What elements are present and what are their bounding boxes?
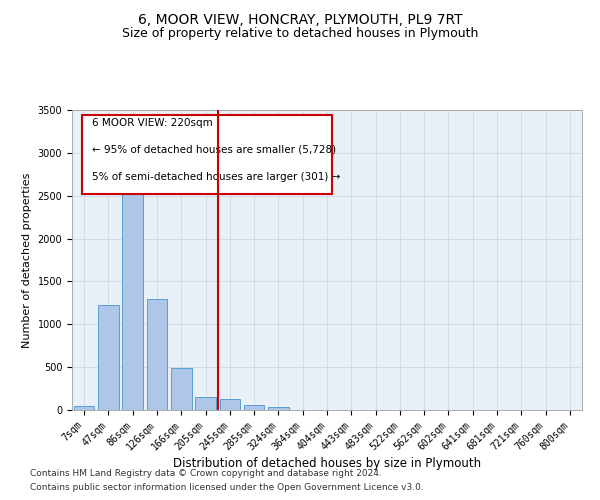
Bar [268, 408, 289, 410]
Bar [171, 368, 191, 410]
X-axis label: Distribution of detached houses by size in Plymouth: Distribution of detached houses by size … [173, 458, 481, 470]
Bar [74, 406, 94, 410]
Text: ← 95% of detached houses are smaller (5,728): ← 95% of detached houses are smaller (5,… [92, 144, 337, 154]
Text: 6 MOOR VIEW: 220sqm: 6 MOOR VIEW: 220sqm [92, 118, 213, 128]
Text: 6, MOOR VIEW, HONCRAY, PLYMOUTH, PL9 7RT: 6, MOOR VIEW, HONCRAY, PLYMOUTH, PL9 7RT [137, 12, 463, 26]
Bar [195, 397, 216, 410]
Bar [244, 405, 265, 410]
Y-axis label: Number of detached properties: Number of detached properties [22, 172, 32, 348]
Bar [122, 189, 143, 410]
Bar [98, 306, 119, 410]
FancyBboxPatch shape [82, 114, 332, 194]
Bar [220, 399, 240, 410]
Text: 5% of semi-detached houses are larger (301) →: 5% of semi-detached houses are larger (3… [92, 172, 341, 181]
Text: Contains public sector information licensed under the Open Government Licence v3: Contains public sector information licen… [30, 484, 424, 492]
Bar [146, 300, 167, 410]
Text: Contains HM Land Registry data © Crown copyright and database right 2024.: Contains HM Land Registry data © Crown c… [30, 468, 382, 477]
Text: Size of property relative to detached houses in Plymouth: Size of property relative to detached ho… [122, 28, 478, 40]
